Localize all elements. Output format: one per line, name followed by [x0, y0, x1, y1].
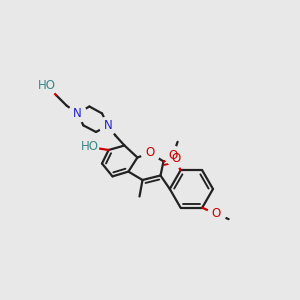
Text: O: O	[171, 152, 180, 165]
Text: N: N	[103, 119, 112, 132]
Text: HO: HO	[80, 140, 98, 154]
Text: O: O	[146, 146, 154, 160]
Text: N: N	[73, 107, 82, 120]
Text: O: O	[169, 149, 178, 162]
Text: HO: HO	[38, 79, 56, 92]
Text: O: O	[211, 207, 220, 220]
